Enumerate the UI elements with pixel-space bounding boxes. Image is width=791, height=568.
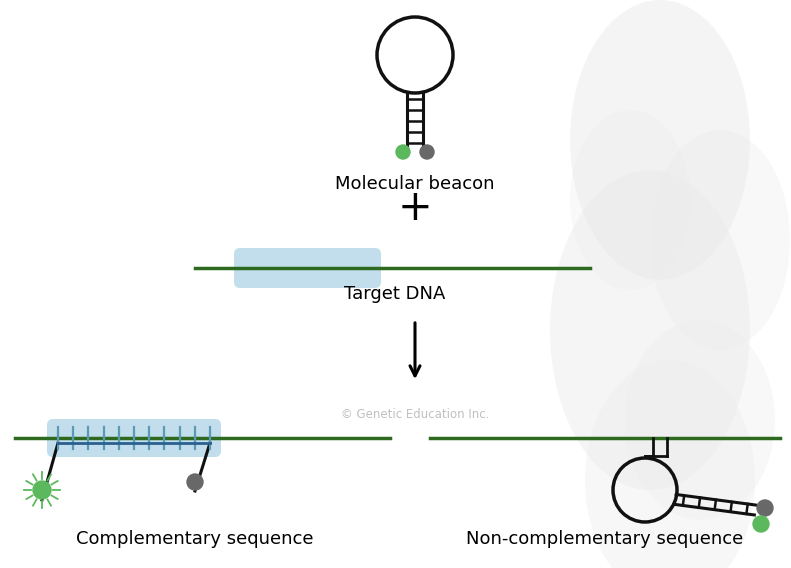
Circle shape [396,145,410,159]
Text: © Genetic Education Inc.: © Genetic Education Inc. [341,408,489,421]
Circle shape [757,500,773,516]
Ellipse shape [650,130,790,350]
Ellipse shape [570,0,750,280]
Text: Molecular beacon: Molecular beacon [335,175,494,193]
Circle shape [420,145,434,159]
Ellipse shape [585,360,755,568]
FancyBboxPatch shape [234,248,381,288]
Circle shape [753,516,769,532]
FancyBboxPatch shape [47,419,221,457]
Text: Non-complementary sequence: Non-complementary sequence [467,530,744,548]
Text: Complementary sequence: Complementary sequence [76,530,314,548]
Text: +: + [398,187,433,229]
Circle shape [187,474,203,490]
Text: Target DNA: Target DNA [344,285,445,303]
Circle shape [33,481,51,499]
Ellipse shape [550,170,750,490]
Ellipse shape [625,320,775,520]
Ellipse shape [570,110,690,290]
